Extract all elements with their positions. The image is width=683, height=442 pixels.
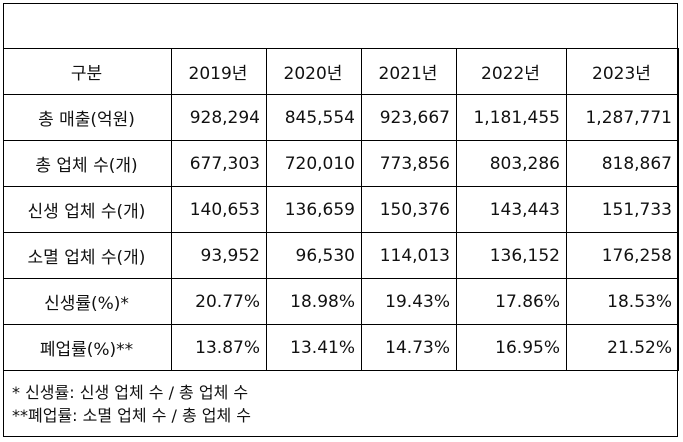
table-row: 총 매출(억원) 928,294 845,554 923,667 1,181,4… bbox=[3, 94, 679, 141]
table-cell: 18.98% bbox=[266, 278, 362, 325]
row-label: 신생률(%)* bbox=[3, 278, 172, 325]
table-row: 신생 업체 수(개) 140,653 136,659 150,376 143,4… bbox=[3, 186, 679, 233]
footnotes: * 신생률: 신생 업체 수 / 총 업체 수 **폐업률: 소멸 업체 수 /… bbox=[12, 381, 251, 427]
table-row: 폐업률(%)** 13.87% 13.41% 14.73% 16.95% 21.… bbox=[3, 324, 679, 371]
table-row: 소멸 업체 수(개) 93,952 96,530 114,013 136,152… bbox=[3, 232, 679, 279]
header-row: 구분 2019년 2020년 2021년 2022년 2023년 bbox=[3, 48, 679, 95]
table-cell: 928,294 bbox=[171, 94, 267, 141]
table-cell: 1,181,455 bbox=[456, 94, 567, 141]
table-cell: 151,733 bbox=[566, 186, 679, 233]
statistics-table: 구분 2019년 2020년 2021년 2022년 2023년 총 매출(억원… bbox=[3, 48, 679, 371]
table-cell: 677,303 bbox=[171, 140, 267, 187]
header-year-2019: 2019년 bbox=[171, 48, 267, 95]
table-cell: 96,530 bbox=[266, 232, 362, 279]
table-cell: 93,952 bbox=[171, 232, 267, 279]
table-cell: 14.73% bbox=[361, 324, 457, 371]
table-cell: 140,653 bbox=[171, 186, 267, 233]
table-cell: 176,258 bbox=[566, 232, 679, 279]
table-row: 총 업체 수(개) 677,303 720,010 773,856 803,28… bbox=[3, 140, 679, 187]
table-cell: 20.77% bbox=[171, 278, 267, 325]
table-cell: 21.52% bbox=[566, 324, 679, 371]
table-cell: 720,010 bbox=[266, 140, 362, 187]
header-year-2023: 2023년 bbox=[566, 48, 679, 95]
table-cell: 18.53% bbox=[566, 278, 679, 325]
header-year-2020: 2020년 bbox=[266, 48, 362, 95]
row-label: 신생 업체 수(개) bbox=[3, 186, 172, 233]
table-cell: 773,856 bbox=[361, 140, 457, 187]
header-year-2022: 2022년 bbox=[456, 48, 567, 95]
table-cell: 818,867 bbox=[566, 140, 679, 187]
footnote-closure-rate: **폐업률: 소멸 업체 수 / 총 업체 수 bbox=[12, 406, 252, 425]
header-category: 구분 bbox=[3, 48, 172, 95]
table-cell: 13.41% bbox=[266, 324, 362, 371]
header-year-2021: 2021년 bbox=[361, 48, 457, 95]
table-cell: 845,554 bbox=[266, 94, 362, 141]
table-cell: 150,376 bbox=[361, 186, 457, 233]
footnote-birth-rate: * 신생률: 신생 업체 수 / 총 업체 수 bbox=[12, 383, 249, 402]
table-cell: 19.43% bbox=[361, 278, 457, 325]
table-cell: 16.95% bbox=[456, 324, 567, 371]
table-cell: 13.87% bbox=[171, 324, 267, 371]
table-cell: 114,013 bbox=[361, 232, 457, 279]
table-cell: 143,443 bbox=[456, 186, 567, 233]
row-label: 총 매출(억원) bbox=[3, 94, 172, 141]
table-cell: 1,287,771 bbox=[566, 94, 679, 141]
row-label: 총 업체 수(개) bbox=[3, 140, 172, 187]
table-cell: 17.86% bbox=[456, 278, 567, 325]
table-row: 신생률(%)* 20.77% 18.98% 19.43% 17.86% 18.5… bbox=[3, 278, 679, 325]
table-cell: 803,286 bbox=[456, 140, 567, 187]
table-cell: 923,667 bbox=[361, 94, 457, 141]
row-label: 소멸 업체 수(개) bbox=[3, 232, 172, 279]
table-cell: 136,659 bbox=[266, 186, 362, 233]
table-cell: 136,152 bbox=[456, 232, 567, 279]
row-label: 폐업률(%)** bbox=[3, 324, 172, 371]
